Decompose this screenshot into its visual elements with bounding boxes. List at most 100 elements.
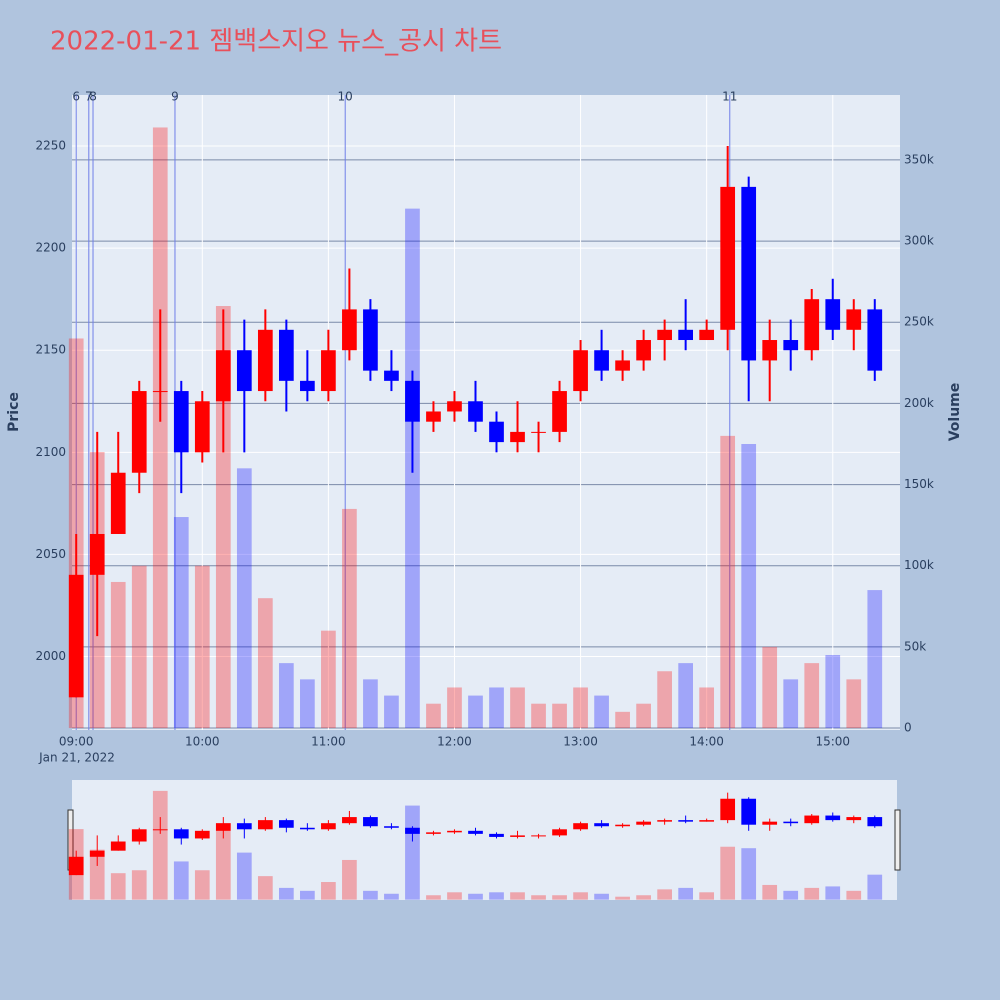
- y-tick-label: 2150: [35, 343, 66, 357]
- y2-tick-label: 50k: [904, 639, 926, 653]
- slider-body: [257, 820, 273, 830]
- slider-volume-bar: [741, 848, 757, 900]
- candle-body: [699, 329, 715, 341]
- slider-body: [552, 829, 567, 836]
- slider-volume-bar: [110, 873, 126, 900]
- slider-body: [447, 830, 462, 833]
- slider-volume-bar: [194, 870, 210, 900]
- range-slider[interactable]: [72, 780, 897, 900]
- x-tick-label: 11:00: [311, 735, 346, 749]
- y2-tick-label: 0: [904, 721, 912, 735]
- x-tick-label: 09:00: [59, 735, 94, 749]
- candle-body: [846, 309, 862, 330]
- candle-body: [762, 340, 778, 361]
- candle-body: [867, 309, 883, 371]
- candle-body: [321, 350, 336, 392]
- volume-bar: [257, 598, 273, 729]
- slider-volume-bar: [573, 892, 588, 900]
- slider-body: [68, 856, 84, 876]
- volume-bar: [783, 679, 799, 729]
- slider-handle[interactable]: [894, 809, 901, 871]
- x-tick-label: 10:00: [185, 735, 220, 749]
- volume-bar: [699, 687, 715, 729]
- slider-body: [699, 820, 715, 822]
- volume-bar: [531, 703, 546, 729]
- candle-body: [194, 401, 210, 453]
- slider-volume-bar: [594, 893, 609, 900]
- slider-volume-bar: [804, 887, 820, 900]
- y2-tick-label: 100k: [904, 558, 934, 572]
- volume-bar: [279, 663, 294, 729]
- slider-volume-bar: [405, 805, 420, 900]
- y-tick-label: 2250: [35, 139, 66, 153]
- volume-bar: [615, 711, 630, 729]
- slider-body: [426, 832, 441, 834]
- candle-body: [363, 309, 378, 371]
- slider-volume-bar: [384, 893, 399, 900]
- volume-bar: [321, 630, 336, 729]
- candle-body: [279, 329, 294, 381]
- news-label: 6: [72, 90, 80, 104]
- slider-volume-bar: [720, 846, 736, 900]
- volume-bar: [510, 687, 525, 729]
- slider-volume-bar: [131, 870, 147, 900]
- slider-body: [741, 798, 757, 825]
- slider-body: [468, 830, 483, 834]
- slider-volume-bar: [342, 859, 357, 900]
- slider-volume-bar: [447, 892, 462, 900]
- y2-tick-label: 200k: [904, 396, 934, 410]
- candle-body: [594, 350, 609, 371]
- slider-volume-bar: [552, 895, 567, 900]
- slider-body: [110, 841, 126, 851]
- candle-body: [110, 472, 126, 534]
- candle-body: [300, 380, 315, 392]
- volume-bar: [573, 687, 588, 729]
- candle-body: [68, 574, 84, 698]
- candle-body: [804, 299, 820, 351]
- slider-body: [867, 817, 883, 827]
- y-tick-label: 2050: [35, 547, 66, 561]
- slider-body: [194, 830, 210, 839]
- slider-volume-bar: [636, 895, 651, 900]
- volume-bar: [489, 687, 504, 729]
- slider-volume-bar: [657, 889, 672, 900]
- slider-volume-bar: [279, 887, 294, 900]
- volume-bar: [804, 663, 820, 729]
- slider-volume-bar: [846, 890, 862, 900]
- y-tick-label: 2000: [35, 649, 66, 663]
- volume-bar: [594, 695, 609, 729]
- volume-bar: [468, 695, 483, 729]
- volume-bar: [825, 655, 841, 729]
- slider-volume-bar: [783, 890, 799, 900]
- slider-volume-bar: [489, 892, 504, 900]
- candle-body: [405, 380, 420, 422]
- volume-bar: [363, 679, 378, 729]
- candle-body: [447, 401, 462, 412]
- slider-body: [300, 827, 315, 830]
- volume-bar: [110, 581, 126, 729]
- y2-tick-label: 150k: [904, 477, 934, 491]
- volume-bar: [215, 306, 231, 729]
- volume-bar: [236, 468, 252, 729]
- candle-body: [552, 391, 567, 432]
- slider-body: [825, 815, 841, 821]
- slider-volume-bar: [615, 896, 630, 900]
- candle-body: [342, 309, 357, 351]
- candle-body: [489, 421, 504, 443]
- candle-body: [678, 329, 693, 341]
- candle-body: [636, 340, 651, 361]
- candle-body: [825, 299, 841, 330]
- x-sublabel: Jan 21, 2022: [38, 751, 115, 765]
- slider-volume-bar: [825, 886, 841, 900]
- volume-bar: [846, 679, 862, 729]
- slider-body: [215, 823, 231, 831]
- volume-bar: [762, 646, 778, 729]
- slider-volume-bar: [867, 874, 883, 900]
- slider-body: [720, 798, 736, 821]
- slider-body: [762, 821, 778, 825]
- slider-body: [89, 850, 105, 857]
- news-label: 8: [89, 90, 97, 104]
- volume-bar: [678, 663, 693, 729]
- slider-body: [384, 826, 399, 828]
